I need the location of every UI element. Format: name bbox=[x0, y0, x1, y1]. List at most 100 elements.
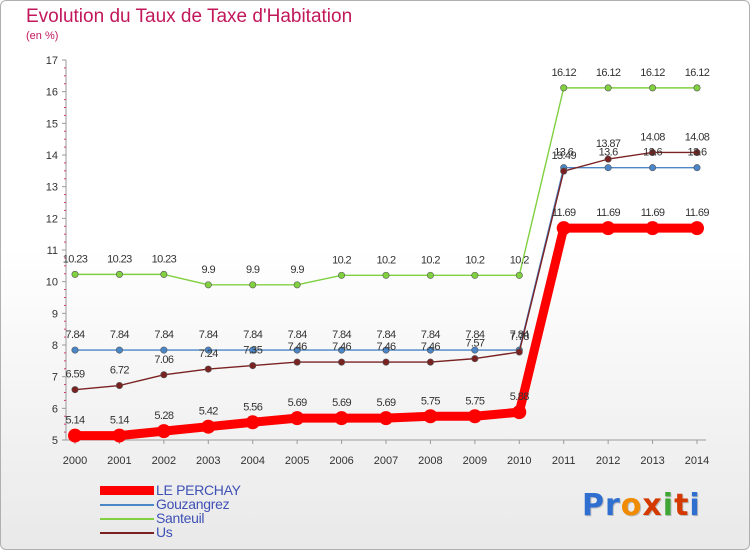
x-tick-label: 2002 bbox=[152, 455, 176, 467]
data-point bbox=[649, 84, 657, 92]
data-label: 11.69 bbox=[596, 207, 620, 219]
x-tick-label: 2012 bbox=[596, 455, 620, 467]
data-label: 7.46 bbox=[288, 341, 307, 353]
data-point bbox=[112, 428, 127, 443]
data-label: 10.2 bbox=[376, 254, 395, 266]
x-tick-label: 2011 bbox=[552, 455, 576, 467]
data-point bbox=[204, 281, 212, 289]
data-point bbox=[115, 382, 123, 390]
y-tick-label: 5 bbox=[52, 435, 58, 447]
data-label: 10.23 bbox=[107, 253, 132, 265]
data-label: 10.2 bbox=[332, 254, 351, 266]
data-label: 5.75 bbox=[465, 395, 484, 407]
data-point bbox=[690, 221, 704, 236]
data-label: 10.2 bbox=[465, 254, 484, 266]
data-point bbox=[379, 411, 393, 426]
data-point bbox=[467, 409, 482, 424]
legend-swatch bbox=[100, 518, 154, 520]
data-point bbox=[382, 346, 390, 354]
data-label: 13.6 bbox=[554, 147, 573, 159]
logo-letter: i bbox=[689, 488, 701, 523]
data-point bbox=[471, 271, 479, 279]
data-label: 5.42 bbox=[199, 406, 218, 418]
data-point bbox=[338, 271, 346, 279]
data-label: 7.84 bbox=[465, 329, 484, 341]
y-tick-label: 11 bbox=[47, 245, 58, 257]
series-layer bbox=[68, 84, 704, 443]
data-label: 9.9 bbox=[202, 264, 216, 276]
data-point bbox=[556, 221, 571, 236]
data-point bbox=[471, 346, 479, 354]
data-point bbox=[338, 358, 346, 366]
x-tick-label: 2014 bbox=[685, 455, 709, 467]
data-label: 9.9 bbox=[246, 264, 260, 276]
data-label: 7.84 bbox=[110, 329, 129, 341]
y-tick-label: 15 bbox=[46, 118, 58, 130]
logo-letter: o bbox=[620, 488, 643, 523]
chart-title: Evolution du Taux de Taxe d'Habitation bbox=[26, 6, 353, 27]
x-tick-label: 2013 bbox=[640, 455, 664, 467]
data-point bbox=[293, 346, 301, 354]
data-point bbox=[71, 270, 79, 278]
logo-letter: x bbox=[642, 488, 663, 523]
x-tick-label: 2001 bbox=[107, 455, 131, 467]
data-label: 7.06 bbox=[154, 354, 173, 366]
y-tick-label: 7 bbox=[52, 372, 58, 384]
y-tick-label: 12 bbox=[46, 213, 58, 225]
data-point bbox=[334, 411, 349, 426]
data-point bbox=[204, 365, 212, 373]
x-tick-label: 2006 bbox=[329, 455, 353, 467]
data-label: 7.57 bbox=[465, 338, 484, 350]
y-tick-label: 14 bbox=[46, 150, 58, 162]
y-tick-label: 9 bbox=[52, 308, 58, 320]
x-tick-label: 2009 bbox=[463, 455, 487, 467]
data-point bbox=[471, 355, 479, 363]
data-label: 11.69 bbox=[685, 207, 709, 219]
data-label: 11.69 bbox=[552, 207, 576, 219]
data-point bbox=[426, 271, 434, 279]
data-point bbox=[160, 270, 168, 278]
logo-letter: t bbox=[674, 488, 690, 523]
logo-letter: P bbox=[582, 488, 605, 523]
y-tick-label: 6 bbox=[52, 403, 58, 415]
data-point bbox=[426, 358, 434, 366]
proxiti-logo: Proxiti bbox=[582, 488, 701, 523]
data-point bbox=[423, 409, 438, 424]
data-label: 7.78 bbox=[510, 331, 529, 343]
data-label: 5.75 bbox=[421, 395, 440, 407]
y-tick-label: 13 bbox=[46, 182, 58, 194]
y-tick-label: 16 bbox=[46, 87, 58, 99]
data-label: 7.46 bbox=[332, 341, 351, 353]
data-point bbox=[71, 346, 79, 354]
data-point bbox=[426, 346, 434, 354]
y-tick-label: 10 bbox=[46, 277, 58, 289]
data-label: 7.84 bbox=[421, 329, 440, 341]
data-point bbox=[382, 358, 390, 366]
chart-subtitle: (en %) bbox=[26, 30, 59, 42]
x-tick-label: 2004 bbox=[240, 455, 264, 467]
data-label: 13.49 bbox=[551, 150, 576, 162]
x-tick-label: 2000 bbox=[63, 455, 87, 467]
data-label: 5.56 bbox=[243, 401, 262, 413]
data-label: 9.9 bbox=[290, 264, 304, 276]
data-label: 7.84 bbox=[154, 329, 173, 341]
data-label: 16.12 bbox=[551, 67, 576, 79]
data-label: 7.35 bbox=[243, 345, 262, 357]
x-tick-label: 2010 bbox=[507, 455, 531, 467]
data-label: 16.12 bbox=[685, 67, 710, 79]
data-point bbox=[645, 221, 660, 236]
legend-swatch bbox=[100, 532, 154, 534]
data-label: 10.23 bbox=[152, 253, 177, 265]
data-label: 7.84 bbox=[243, 329, 262, 341]
data-label: 5.28 bbox=[154, 410, 173, 422]
data-label: 16.12 bbox=[640, 67, 665, 79]
data-point bbox=[204, 346, 212, 354]
data-label: 5.69 bbox=[332, 397, 351, 409]
data-point bbox=[693, 84, 701, 92]
data-label: 13.87 bbox=[596, 138, 621, 150]
legend-label: Gouzangrez bbox=[156, 496, 230, 512]
data-point bbox=[249, 346, 257, 354]
logo-letter: r bbox=[605, 488, 621, 523]
data-point bbox=[512, 405, 527, 420]
